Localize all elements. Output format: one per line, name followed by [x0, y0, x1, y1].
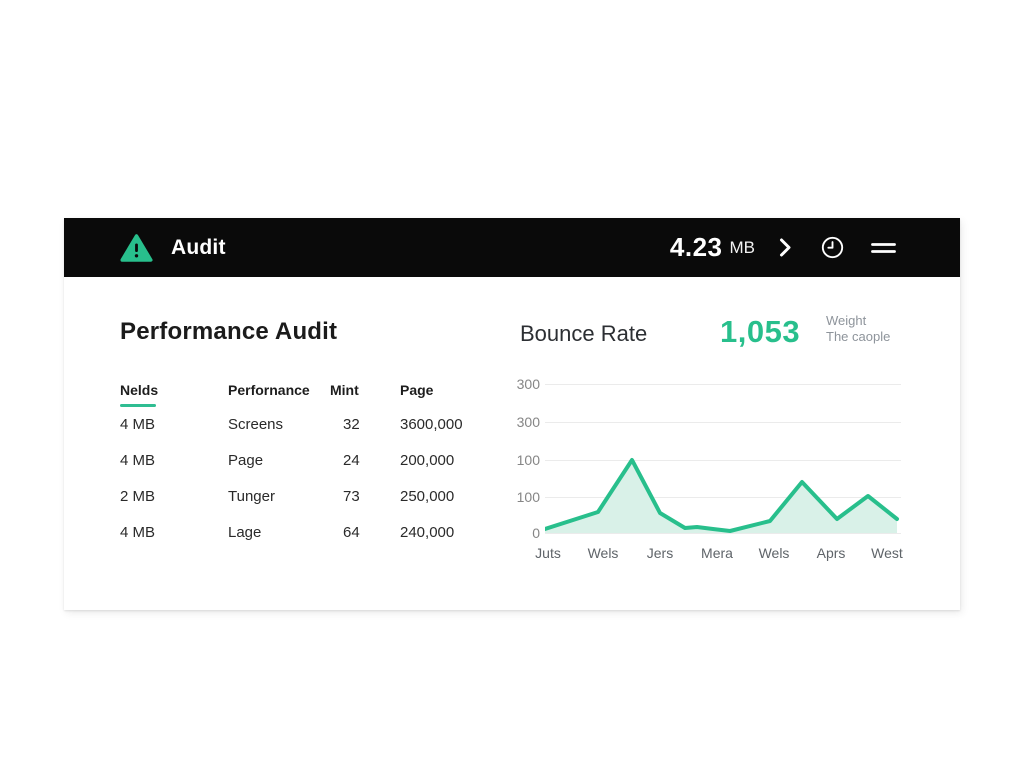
gridline: [545, 460, 901, 461]
bounce-rate-value: 1,053: [720, 314, 801, 349]
table-body: 4 MB Screens 32 3600,000 4 MB Page 24 200,000 2 …: [120, 407, 510, 551]
table-cell: 3600,000: [400, 416, 463, 433]
table-cell: 4 MB: [120, 416, 156, 433]
table-header-cell[interactable]: Page: [400, 382, 434, 398]
gridline: [545, 384, 901, 385]
table-cell: 32: [343, 416, 360, 433]
table-cell: 73: [343, 488, 360, 505]
x-tick-label: West: [871, 545, 903, 561]
app-title: Audit: [171, 235, 226, 259]
chart-caption: Weight The caople: [826, 313, 890, 345]
clock-icon[interactable]: [820, 235, 845, 260]
gridline: [545, 497, 901, 498]
table-header-cell[interactable]: Mint: [330, 382, 359, 398]
chart-line: [545, 458, 899, 533]
audit-card: Audit 4.23 MB: [64, 218, 960, 610]
gridline: [545, 533, 901, 534]
table-cell: 200,000: [400, 452, 455, 469]
header-right: 4.23 MB: [670, 232, 896, 263]
table-cell: 24: [343, 452, 360, 469]
header-bar: Audit 4.23 MB: [64, 218, 960, 277]
table-row[interactable]: 4 MB Screens 32 3600,000: [120, 407, 510, 443]
table-header-row: Nelds Perfornance Mint Page: [120, 382, 510, 398]
table-cell: 4 MB: [120, 452, 156, 469]
menu-icon[interactable]: [871, 238, 896, 258]
y-tick-label: 100: [516, 489, 540, 505]
table-cell: Page: [228, 452, 264, 469]
chart-area-fill: [545, 460, 897, 533]
table-cell: 250,000: [400, 488, 455, 505]
table-cell: 64: [343, 524, 360, 541]
table-header-underline: [120, 404, 156, 407]
table-row[interactable]: 4 MB Lage 64 240,000: [120, 515, 510, 551]
x-tick-label: Wels: [758, 545, 790, 561]
table-row[interactable]: 2 MB Tunger 73 250,000: [120, 479, 510, 515]
chart-x-axis: Juts Wels Jers Mera Wels Aprs West: [535, 545, 903, 565]
x-tick-label: Juts: [535, 545, 561, 561]
y-tick-label: 300: [516, 376, 540, 392]
size-unit: MB: [729, 237, 756, 257]
table-header-cell[interactable]: Nelds: [120, 382, 159, 398]
x-tick-label: Jers: [646, 545, 674, 561]
table-cell: 240,000: [400, 524, 455, 541]
size-value: 4.23: [669, 232, 723, 262]
chevron-right-icon[interactable]: [779, 237, 792, 258]
chart-gridlines: [545, 384, 901, 534]
y-tick-label: 100: [516, 452, 540, 468]
x-tick-label: Mera: [701, 545, 733, 561]
warning-triangle-icon: [120, 233, 153, 263]
table-cell: 4 MB: [120, 524, 156, 541]
chart-caption-line1: Weight: [826, 313, 867, 328]
chart-caption-line2: The caople: [826, 329, 891, 344]
y-tick-label: 0: [532, 525, 540, 541]
x-tick-label: Wels: [587, 545, 619, 561]
table-cell: Lage: [228, 524, 262, 541]
table-row[interactable]: 4 MB Page 24 200,000: [120, 443, 510, 479]
page-title: Performance Audit: [120, 318, 338, 345]
table-header-cell[interactable]: Perfornance: [228, 382, 310, 398]
chart-title: Bounce Rate: [520, 321, 648, 346]
table-cell: 2 MB: [120, 488, 156, 505]
bounce-rate-chart-svg: [545, 458, 899, 533]
table-cell: Screens: [228, 416, 284, 433]
gridline: [545, 422, 901, 423]
table-cell: Tunger: [228, 488, 275, 505]
y-tick-label: 300: [516, 414, 540, 430]
x-tick-label: Aprs: [816, 545, 846, 561]
header-left: Audit: [120, 233, 226, 263]
